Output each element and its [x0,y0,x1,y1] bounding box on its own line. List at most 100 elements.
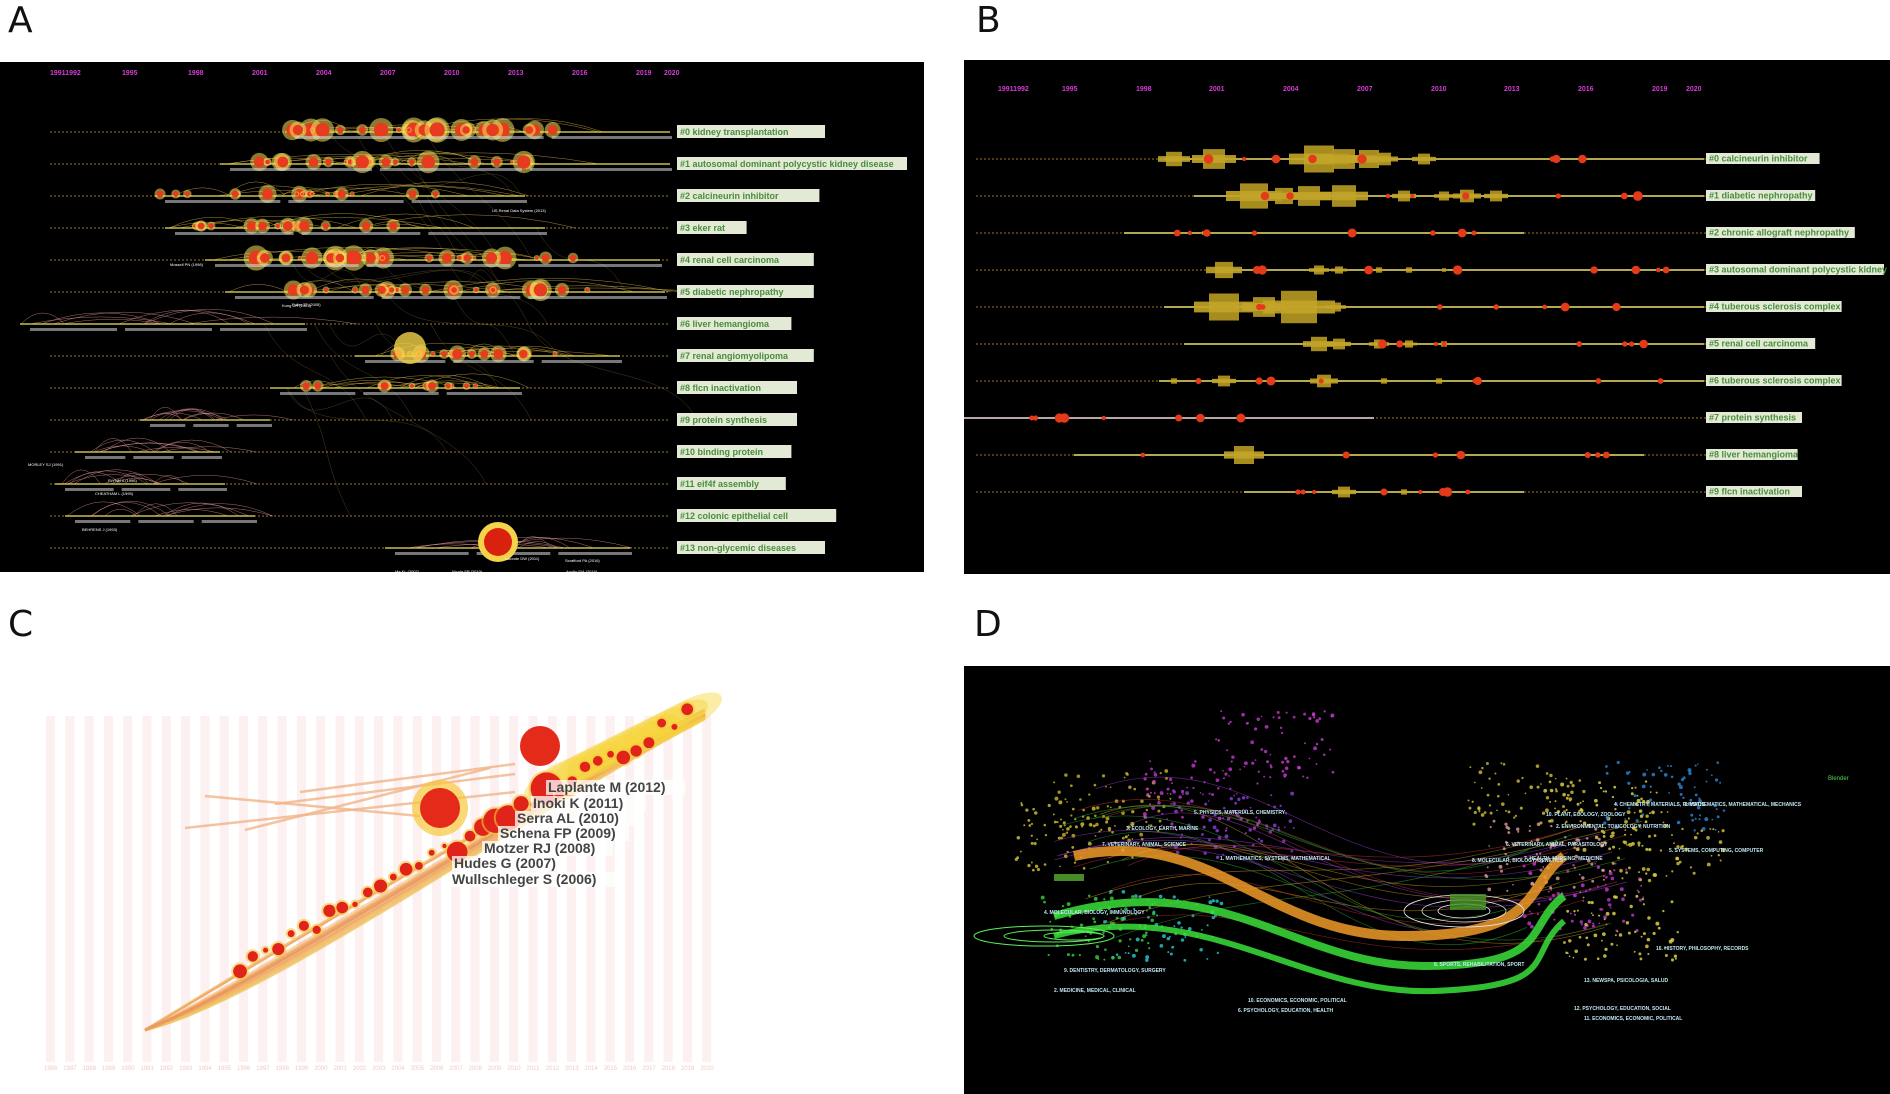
author-label-strip [541,360,622,363]
node [407,128,411,132]
cluster-label-bg [677,189,820,202]
scatter-point [1149,791,1153,794]
scatter-point [1582,896,1585,899]
year-label: 2001 [252,70,268,77]
year-label: 2002 [353,1066,367,1072]
node [464,830,476,842]
citation-link [330,355,487,485]
node [1385,193,1391,199]
year-column [489,716,499,1062]
scatter-point [1601,939,1603,942]
scatter-point [1658,766,1661,770]
year-label: 2018 [662,1066,676,1072]
scatter-point [1604,790,1608,793]
main-trajectory [1072,845,1568,942]
scatter-point [1621,877,1624,880]
dual-map-label: 1. MATHEMATICS, MATHEMATICAL, MECHANICS [1684,802,1802,808]
scatter-point [1109,786,1112,788]
scatter-point [1568,955,1571,958]
author-label-strip [423,136,544,139]
burst-block [1370,156,1398,162]
scatter-point [1497,782,1501,786]
node [1236,413,1246,423]
scatter-point [1290,791,1295,796]
scatter-point [1213,771,1216,774]
scatter-point [1217,739,1221,742]
scatter-point [1087,894,1091,898]
scatter-point [1673,842,1675,845]
scatter-point [1550,889,1553,891]
scatter-point [1637,891,1640,893]
node [373,122,389,138]
cluster-label-bg [1706,153,1820,164]
scatter-point [1652,801,1655,803]
scatter-point [1549,843,1554,848]
dual-map-label: 8. MOLECULAR, BIOLOGY, GENETICS [1472,858,1564,864]
scatter-point [1142,812,1147,817]
node [1318,378,1324,384]
node [1203,229,1211,237]
author-label-strip [220,328,307,331]
scatter-point [1231,755,1235,759]
scatter-point [1061,904,1065,908]
node [1410,193,1415,199]
author-label-strip [85,456,126,459]
author-label-strip [295,136,416,139]
node [310,192,314,196]
scatter-point [1646,937,1651,942]
scatter-point [1602,878,1605,881]
scatter-point [1721,829,1725,833]
scatter-point [1554,800,1557,803]
scatter-point [1704,817,1709,822]
scatter-point [1536,822,1541,827]
scatter-point [1131,810,1135,814]
node [258,221,267,231]
scatter-point [1066,953,1070,957]
year-label: 2004 [1283,86,1299,93]
scatter-point [1606,898,1611,902]
scatter-point [1126,908,1128,911]
author-label: MORLEY SJ (1991) [28,462,64,467]
node [410,384,414,388]
citation-label: Laplante M (2012) [548,779,665,795]
scatter-point [1215,899,1219,903]
scatter-point [1118,939,1122,943]
node [302,382,310,390]
scatter-point [1641,897,1645,901]
cluster-marker [1450,894,1486,910]
year-column [682,716,692,1062]
scatter-point [1134,948,1139,953]
scatter-point [1603,821,1607,825]
author-label-strip [230,168,372,171]
author-label-strip [446,392,522,395]
legend-label: Blender [1828,776,1849,782]
scatter-point [1152,779,1156,784]
node [1542,304,1547,310]
scatter-point [1596,957,1600,961]
scatter-point [1225,827,1228,830]
year-column [123,716,133,1062]
node [486,123,499,137]
node [373,879,388,893]
year-label: 2010 [444,70,460,77]
citation-link [286,387,394,421]
cluster-arc [94,445,150,453]
year-label: 2010 [1431,86,1447,93]
node [1266,376,1276,386]
cluster-arc [154,509,229,517]
scatter-point [1610,942,1614,946]
year-column [142,716,152,1062]
node [1472,378,1477,384]
dual-map-label: 13. NEWSPA, PSICOLOGIA, SALUD [1584,978,1668,984]
node [381,157,391,167]
scatter-point [1642,903,1645,906]
panel-d-label: D [974,604,1002,645]
scatter-point [1716,815,1720,819]
node [569,254,577,262]
year-label: 2013 [565,1066,579,1072]
scatter-point [1565,777,1568,780]
scatter-point [1224,772,1228,776]
cluster-arc [152,475,258,485]
node [361,221,371,231]
scatter-point [1306,776,1309,779]
